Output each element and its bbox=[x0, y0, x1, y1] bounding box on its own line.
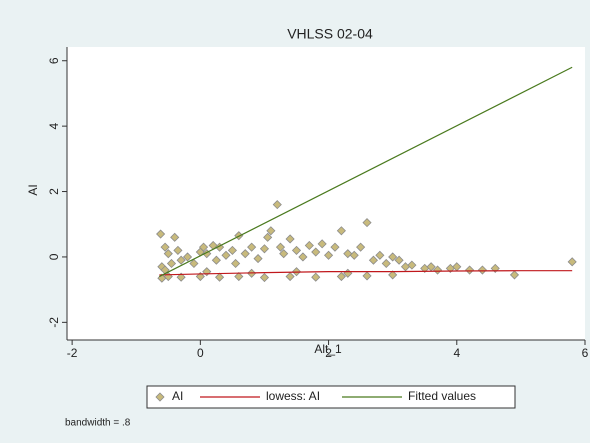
legend-label: lowess: AI bbox=[266, 389, 320, 403]
data-point bbox=[368, 255, 379, 265]
data-point bbox=[375, 250, 385, 260]
data-point bbox=[330, 242, 340, 252]
data-point bbox=[215, 272, 225, 282]
x-tick-label: -2 bbox=[67, 346, 78, 360]
data-point bbox=[356, 242, 366, 252]
y-axis-title: AI bbox=[26, 184, 40, 195]
legend-label: Fitted values bbox=[408, 389, 476, 403]
data-point bbox=[291, 245, 302, 255]
data-point bbox=[272, 200, 282, 210]
data-point bbox=[388, 270, 398, 280]
x-tick-label: 4 bbox=[453, 346, 460, 360]
data-point bbox=[247, 242, 257, 252]
x-tick-label: 6 bbox=[582, 346, 589, 360]
x-tick-label: 0 bbox=[197, 346, 204, 360]
data-point bbox=[166, 258, 177, 269]
legend-label: AI bbox=[172, 389, 183, 403]
y-tick-label: 0 bbox=[47, 253, 61, 260]
data-point bbox=[234, 271, 244, 282]
data-point bbox=[567, 257, 577, 267]
data-point bbox=[336, 271, 346, 282]
data-point bbox=[156, 229, 166, 239]
line-series bbox=[159, 270, 573, 276]
data-point bbox=[381, 258, 391, 269]
data-point bbox=[285, 271, 295, 282]
data-point bbox=[211, 255, 221, 265]
data-point bbox=[349, 250, 359, 260]
data-point bbox=[189, 258, 199, 269]
line-series bbox=[159, 66, 573, 278]
data-point bbox=[182, 252, 193, 262]
data-point bbox=[317, 239, 327, 249]
data-point bbox=[311, 247, 321, 257]
data-point bbox=[170, 232, 180, 242]
data-point bbox=[176, 255, 186, 265]
data-point bbox=[266, 226, 276, 236]
data-point bbox=[407, 260, 417, 270]
data-point bbox=[388, 252, 398, 262]
legend-box bbox=[146, 385, 516, 409]
data-point bbox=[323, 250, 334, 260]
data-point bbox=[198, 242, 209, 252]
plot-region bbox=[67, 47, 585, 340]
data-point bbox=[304, 240, 314, 251]
y-tick-label: -2 bbox=[47, 317, 61, 328]
data-point bbox=[253, 254, 263, 264]
data-point bbox=[259, 244, 270, 254]
data-point bbox=[362, 271, 372, 281]
data-point bbox=[477, 265, 487, 275]
x-axis-title: Alt_1 bbox=[314, 342, 342, 356]
data-point bbox=[221, 250, 231, 260]
note: bandwidth = .8 bbox=[65, 418, 131, 429]
data-point bbox=[160, 242, 170, 252]
legend-symbol bbox=[155, 392, 165, 402]
data-point bbox=[509, 270, 520, 280]
data-point bbox=[163, 249, 173, 259]
data-point bbox=[394, 255, 404, 265]
data-point bbox=[432, 265, 443, 275]
data-point bbox=[259, 272, 270, 283]
data-point bbox=[465, 265, 475, 275]
x-tick-label: 2 bbox=[325, 346, 332, 360]
data-point bbox=[176, 272, 186, 282]
data-point bbox=[298, 252, 308, 262]
data-point bbox=[240, 249, 250, 259]
data-point bbox=[311, 272, 321, 282]
y-tick-label: 6 bbox=[47, 57, 61, 64]
data-point bbox=[336, 226, 346, 236]
data-point bbox=[343, 249, 353, 259]
y-tick-label: 2 bbox=[47, 188, 61, 195]
chart-title: VHLSS 02-04 bbox=[287, 26, 373, 42]
data-point bbox=[285, 234, 295, 244]
data-point bbox=[227, 245, 237, 255]
y-tick-label: 4 bbox=[47, 122, 61, 129]
data-point bbox=[279, 249, 289, 259]
data-point bbox=[275, 242, 286, 252]
data-point bbox=[231, 258, 241, 269]
data-point bbox=[263, 232, 273, 242]
data-point bbox=[362, 218, 372, 228]
data-point bbox=[173, 245, 183, 255]
data-point bbox=[215, 242, 225, 252]
